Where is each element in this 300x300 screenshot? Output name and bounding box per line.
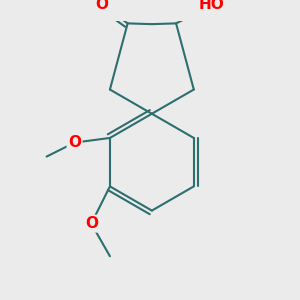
Text: O: O: [95, 0, 108, 12]
Text: O: O: [68, 135, 81, 150]
Text: O: O: [85, 216, 98, 231]
Text: HO: HO: [199, 0, 224, 12]
